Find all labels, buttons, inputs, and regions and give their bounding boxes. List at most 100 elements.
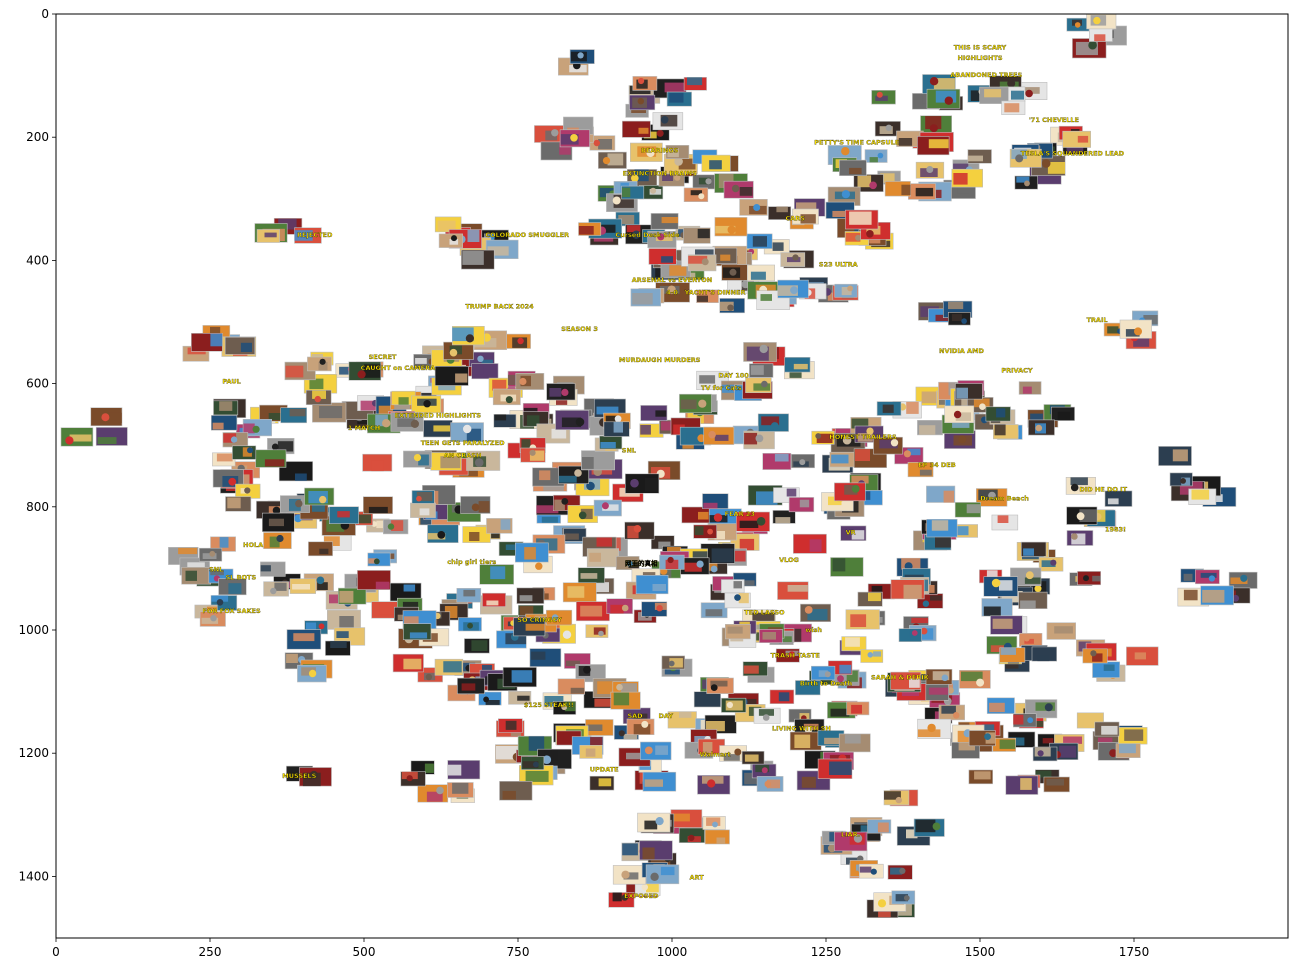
thumbnail-marker bbox=[325, 640, 351, 656]
thumbnail-marker bbox=[1126, 646, 1159, 666]
thumbnail-marker bbox=[887, 864, 913, 880]
thumbnail-marker bbox=[1020, 541, 1047, 557]
thumbnail-marker bbox=[403, 623, 432, 641]
thumbnail-marker bbox=[742, 661, 768, 677]
thumbnail-marker bbox=[827, 186, 861, 206]
thumbnail-marker bbox=[460, 496, 491, 514]
thumbnail-marker bbox=[447, 760, 481, 780]
thumbnail-caption: Birth to Death bbox=[800, 679, 853, 687]
thumbnail-caption: EXTINCTION BRAINS bbox=[623, 169, 697, 177]
thumbnail-marker bbox=[411, 395, 442, 414]
thumbnail-marker bbox=[992, 737, 1016, 752]
thumbnail-caption: chip girl tiers bbox=[447, 558, 496, 566]
x-axis: 0 250 500 750 1000 1250 1500 1750 bbox=[52, 938, 1149, 959]
thumbnail-marker bbox=[308, 541, 333, 557]
thumbnail-marker bbox=[1018, 632, 1043, 647]
thumbnail-marker bbox=[581, 450, 616, 471]
thumbnail-marker bbox=[479, 564, 515, 585]
thumbnail-marker bbox=[513, 617, 546, 637]
thumbnail-marker bbox=[1228, 571, 1258, 589]
thumbnail-marker bbox=[371, 601, 401, 619]
thumbnail-marker bbox=[780, 252, 806, 267]
thumbnail-marker bbox=[789, 731, 822, 751]
y-tick-label: 200 bbox=[26, 130, 49, 144]
thumbnail-marker bbox=[659, 554, 685, 570]
thumbnail-marker bbox=[575, 601, 610, 622]
thumbnail-marker bbox=[907, 461, 934, 478]
thumbnail-marker bbox=[947, 311, 971, 326]
thumbnail-caption: TEEN GETS PARALYZED bbox=[421, 439, 505, 447]
thumbnail-marker bbox=[410, 502, 436, 518]
thumbnail-marker bbox=[955, 524, 979, 538]
thumbnail-caption: $125 STEAK!! bbox=[524, 701, 574, 709]
thumbnail-marker bbox=[367, 552, 391, 567]
thumbnail-marker bbox=[586, 548, 620, 568]
thumbnail-marker bbox=[263, 581, 289, 597]
thumbnail-marker bbox=[1115, 743, 1141, 758]
thumbnail-caption: YACHT'S DINNER bbox=[684, 288, 746, 296]
thumbnail-caption: EXTENDED HIGHLIGHTS bbox=[395, 412, 482, 420]
x-tick-label: 0 bbox=[52, 945, 60, 959]
thumbnail-marker bbox=[545, 609, 573, 626]
thumbnail-caption: FOR FOX SAKES bbox=[203, 607, 261, 615]
thumbnail-marker bbox=[1014, 175, 1038, 190]
thumbnail-marker bbox=[890, 579, 925, 600]
thumbnail-caption: SO CRINGEY bbox=[517, 616, 562, 624]
thumbnail-marker bbox=[589, 135, 616, 151]
thumbnail-marker bbox=[990, 615, 1023, 635]
thumbnail-marker bbox=[683, 77, 707, 91]
thumbnail-marker bbox=[555, 410, 590, 430]
thumbnail-marker bbox=[577, 567, 605, 584]
thumbnail-marker bbox=[650, 213, 679, 230]
thumbnail-marker bbox=[724, 623, 751, 640]
thumbnail-marker bbox=[95, 427, 128, 446]
thumbnail-caption: PETTY'S TIME CAPSULE bbox=[814, 139, 899, 147]
thumbnail-marker bbox=[648, 248, 677, 265]
thumbnail-marker bbox=[1018, 381, 1042, 395]
thumbnail-marker bbox=[829, 451, 856, 468]
thumbnail-marker bbox=[212, 452, 236, 467]
thumbnail-marker bbox=[1012, 713, 1037, 728]
thumbnail-marker bbox=[263, 532, 292, 550]
y-tick-label: 400 bbox=[26, 253, 49, 267]
thumbnail-marker bbox=[260, 561, 286, 577]
thumbnail-marker bbox=[743, 430, 775, 450]
thumbnail-caption: 1983! bbox=[1105, 525, 1126, 533]
thumbnail-marker bbox=[811, 430, 835, 445]
thumbnail-marker bbox=[741, 750, 765, 765]
thumbnail-marker bbox=[743, 342, 777, 362]
thumbnail-marker bbox=[390, 412, 424, 432]
thumbnail-marker bbox=[762, 452, 792, 470]
thumbnail-marker bbox=[853, 174, 884, 193]
thumbnail-marker bbox=[606, 598, 633, 615]
thumbnail-caption: TRAIL bbox=[1086, 316, 1107, 324]
thumbnail-marker bbox=[979, 86, 1009, 105]
thumbnail-marker bbox=[795, 680, 821, 696]
thumbnail-caption: HOLA bbox=[243, 541, 263, 549]
thumbnail-caption: EP 34 DEB bbox=[918, 461, 956, 469]
thumbnail-marker bbox=[1046, 622, 1077, 640]
thumbnail-marker bbox=[693, 524, 717, 539]
thumbnail-caption: Cursed Desk Side bbox=[615, 231, 680, 239]
thumbnail-marker bbox=[599, 435, 623, 450]
thumbnail-marker bbox=[679, 426, 712, 446]
thumbnail-marker bbox=[841, 636, 867, 652]
thumbnail-marker bbox=[873, 436, 903, 455]
thumbnail-caption: BEARINGS bbox=[641, 147, 679, 155]
thumbnail-marker bbox=[724, 592, 751, 609]
thumbnail-marker bbox=[286, 629, 322, 650]
thumbnail-caption: 网王的真相 bbox=[625, 558, 658, 567]
thumbnail-marker bbox=[593, 398, 626, 418]
thumbnail-marker bbox=[297, 664, 327, 683]
x-tick-label: 1750 bbox=[1119, 945, 1150, 959]
thumbnail-caption: DID HE DO IT bbox=[1079, 485, 1127, 493]
thumbnail-marker bbox=[522, 411, 549, 427]
thumbnail-marker bbox=[926, 88, 961, 109]
thumbnail-marker bbox=[840, 525, 867, 541]
thumbnail-marker bbox=[261, 512, 295, 532]
thumbnail-marker bbox=[585, 719, 614, 736]
thumbnail-marker bbox=[1200, 585, 1234, 606]
thumbnail-caption: SNL bbox=[209, 566, 223, 574]
thumbnail-marker bbox=[60, 427, 94, 447]
thumbnail-marker bbox=[967, 149, 992, 164]
